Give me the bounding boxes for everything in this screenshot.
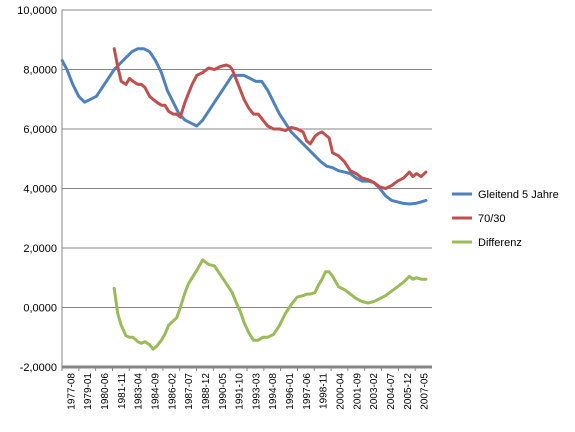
x-tick-label: 1986-02: [167, 373, 178, 410]
x-tick-label: 2003-02: [369, 373, 380, 410]
x-tick-label: 1983-04: [134, 373, 145, 410]
x-axis-ticks: 1977-08 1979-01 1980-06 1981-11 1983-04 1984-…: [66, 373, 430, 410]
legend-label-1: 70/30: [478, 213, 506, 225]
x-tick-label: 1994-08: [268, 373, 279, 410]
x-tick-label: 2004-07: [386, 373, 397, 410]
y-tick-label: 2,0000: [23, 243, 57, 255]
x-tick-label: 1991-10: [235, 373, 246, 410]
y-tick-label: 0,0000: [23, 303, 57, 315]
series-line-0: [60, 47, 428, 206]
y-tick-label: 6,0000: [23, 124, 57, 136]
x-tick-label: 1997-06: [302, 373, 313, 410]
x-tick-label: 2000-04: [336, 373, 347, 410]
x-tick-label: 1988-12: [201, 373, 212, 410]
x-tick-label: 2007-05: [420, 373, 431, 410]
legend: Gleitend 5 Jahre 70/30 Differenz: [452, 189, 559, 249]
x-tick-label: 1987-07: [184, 373, 195, 410]
x-tick-label: 1979-01: [83, 373, 94, 410]
x-tick-label: 2001-09: [352, 373, 363, 410]
y-tick-label: 10,0000: [17, 5, 57, 17]
series-line-2: [112, 258, 428, 351]
x-tick-label: 1980-06: [100, 373, 111, 410]
x-tick-label: 1981-11: [117, 373, 128, 409]
x-tick-label: 1998-11: [319, 373, 330, 409]
x-tick-label: 1977-08: [66, 373, 77, 410]
x-tick-label: 1993-03: [251, 373, 262, 410]
y-tick-label: 8,0000: [23, 65, 57, 77]
series-line-1: [112, 47, 428, 190]
series-lines: [60, 47, 428, 351]
x-tick-label: 1996-01: [285, 373, 296, 410]
x-tick-label: 2005-12: [403, 373, 414, 410]
x-tick-label: 1990-05: [218, 373, 229, 410]
y-axis-ticks: -2,0000 0,0000 2,0000 4,0000 6,0000 8,0000 10,…: [17, 5, 57, 374]
x-tick-label: 1984-09: [151, 373, 162, 410]
y-tick-label: 4,0000: [23, 184, 57, 196]
legend-label-0: Gleitend 5 Jahre: [478, 189, 559, 201]
axes: [61, 10, 432, 371]
gridlines: [62, 9, 432, 308]
y-tick-label: -2,0000: [20, 362, 57, 374]
legend-label-2: Differenz: [478, 237, 522, 249]
